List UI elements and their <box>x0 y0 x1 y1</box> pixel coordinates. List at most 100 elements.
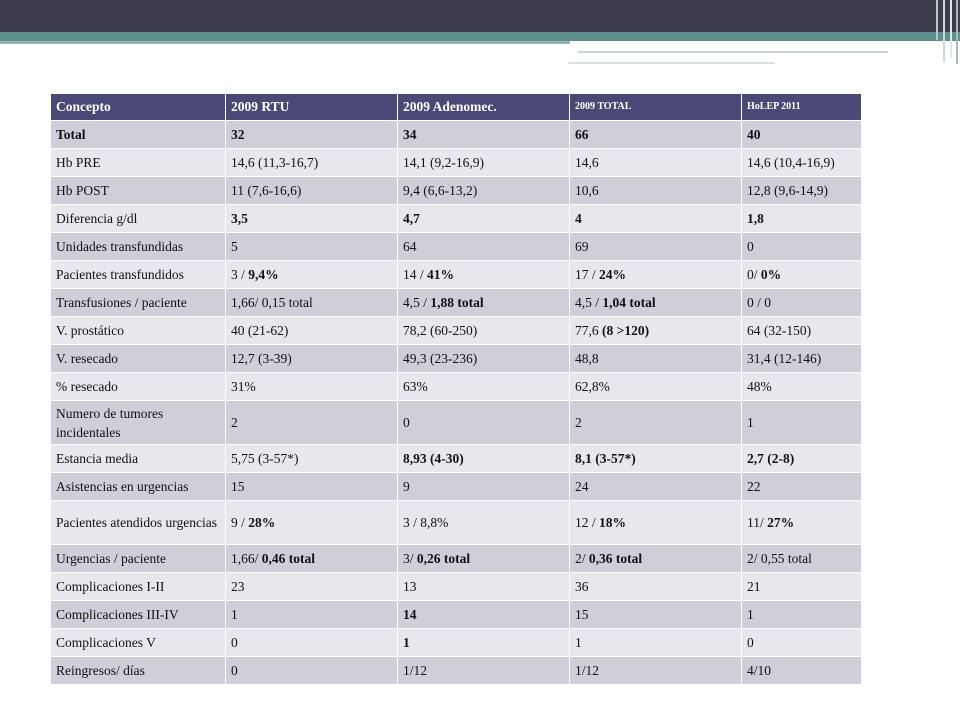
slide-top-bar <box>0 0 960 32</box>
slide-top-stripe-light <box>0 41 570 44</box>
cell-holep-2011: 22 <box>741 472 862 501</box>
results-table: Concepto 2009 RTU 2009 Adenomec. 2009 TO… <box>50 93 862 685</box>
cell-2009-adenomec: 1 <box>397 628 570 657</box>
table-row: Complicaciones I-II 23 13 36 21 <box>50 572 862 601</box>
table-row: Pacientes transfundidos 3 / 9,4% 14 / 41… <box>50 260 862 289</box>
cell-2009-adenomec: 4,5 / 1,88 total <box>397 288 570 317</box>
slide-top-stripe <box>0 32 960 41</box>
cell-part: 2/ <box>575 550 589 566</box>
cell-2009-total: 4,5 / 1,04 total <box>569 288 742 317</box>
cell-2009-adenomec: 0 <box>397 400 570 445</box>
cell-2009-rtu: 40 (21-62) <box>225 316 398 345</box>
cell-part: 1,66/ <box>231 550 262 566</box>
header-2009-total: 2009 TOTAL <box>569 93 742 121</box>
cell-holep-2011: 1 <box>741 400 862 445</box>
cell-holep-2011: 0 / 0 <box>741 288 862 317</box>
cell-2009-rtu: 9 / 28% <box>225 500 398 545</box>
cell-2009-rtu: 1 <box>225 600 398 629</box>
cell-2009-total: 2 <box>569 400 742 445</box>
table-row: Pacientes atendidos urgencias 9 / 28% 3 … <box>50 500 862 545</box>
table-row: Unidades transfundidas 5 64 69 0 <box>50 232 862 261</box>
row-label: Total <box>50 120 226 149</box>
cell-2009-adenomec: 8,93 (4-30) <box>397 444 570 473</box>
cell-2009-total: 1/12 <box>569 656 742 685</box>
cell-holep-2011: 11/ 27% <box>741 500 862 545</box>
cell-2009-total: 15 <box>569 600 742 629</box>
cell-holep-2011: 2,7 (2-8) <box>741 444 862 473</box>
row-label: Unidades transfundidas <box>50 232 226 261</box>
decor-line <box>578 51 888 53</box>
cell-part-bold: 0,26 total <box>416 550 471 566</box>
cell-part: 14 / <box>403 266 428 282</box>
table-row: Urgencias / paciente 1,66/ 0,46 total 3/… <box>50 544 862 573</box>
cell-2009-total: 10,6 <box>569 176 742 205</box>
cell-2009-rtu: 3,5 <box>225 204 398 233</box>
cell-part-bold: 0,36 total <box>588 550 643 566</box>
cell-2009-adenomec: 63% <box>397 372 570 401</box>
cell-holep-2011: 14,6 (10,4-16,9) <box>741 148 862 177</box>
decor-vertical-line <box>936 0 938 40</box>
cell-holep-2011: 0 <box>741 232 862 261</box>
cell-2009-adenomec: 3/ 0,26 total <box>397 544 570 573</box>
cell-2009-adenomec: 4,7 <box>397 204 570 233</box>
cell-2009-adenomec: 14 / 41% <box>397 260 570 289</box>
cell-2009-total: 36 <box>569 572 742 601</box>
cell-part-bold: 41% <box>427 266 455 282</box>
cell-2009-total: 48,8 <box>569 344 742 373</box>
row-label: Urgencias / paciente <box>50 544 226 573</box>
table-row: Estancia media 5,75 (3-57*) 8,93 (4-30) … <box>50 444 862 473</box>
cell-2009-adenomec: 49,3 (23-236) <box>397 344 570 373</box>
cell-2009-total: 1 <box>569 628 742 657</box>
cell-2009-adenomec: 9,4 (6,6-13,2) <box>397 176 570 205</box>
cell-2009-adenomec: 1/12 <box>397 656 570 685</box>
cell-part-bold: (8 >120) <box>602 322 650 338</box>
cell-part-bold: 28% <box>248 515 276 530</box>
cell-2009-adenomec: 64 <box>397 232 570 261</box>
cell-holep-2011: 1,8 <box>741 204 862 233</box>
cell-2009-rtu: 5 <box>225 232 398 261</box>
cell-2009-adenomec: 14,1 (9,2-16,9) <box>397 148 570 177</box>
cell-part-bold: 27% <box>767 515 795 530</box>
decor-line <box>568 62 774 64</box>
cell-2009-total: 14,6 <box>569 148 742 177</box>
header-2009-rtu: 2009 RTU <box>225 93 398 121</box>
cell-holep-2011: 48% <box>741 372 862 401</box>
cell-holep-2011: 40 <box>741 120 862 149</box>
row-label: Numero de tumores incidentales <box>50 400 226 445</box>
row-label: Estancia media <box>50 444 226 473</box>
cell-2009-rtu: 0 <box>225 656 398 685</box>
table-row: V. prostático 40 (21-62) 78,2 (60-250) 7… <box>50 316 862 345</box>
row-label: V. resecado <box>50 344 226 373</box>
cell-holep-2011: 21 <box>741 572 862 601</box>
cell-part-bold: 18% <box>599 515 627 530</box>
cell-part-bold: 0% <box>760 266 782 282</box>
header-holep-2011: HoLEP 2011 <box>741 93 862 121</box>
table-row: Numero de tumores incidentales 2 0 2 1 <box>50 400 862 445</box>
row-label: Complicaciones I-II <box>50 572 226 601</box>
table-row: Asistencias en urgencias 15 9 24 22 <box>50 472 862 501</box>
row-label: Pacientes atendidos urgencias <box>50 500 226 545</box>
row-label: Asistencias en urgencias <box>50 472 226 501</box>
cell-holep-2011: 0 <box>741 628 862 657</box>
cell-part: 4,5 / <box>575 294 603 310</box>
cell-2009-adenomec: 78,2 (60-250) <box>397 316 570 345</box>
table-row: Total 32 34 66 40 <box>50 120 862 149</box>
cell-holep-2011: 12,8 (9,6-14,9) <box>741 176 862 205</box>
cell-part-bold: 1,04 total <box>602 294 656 310</box>
cell-part-bold: 9,4% <box>248 266 279 282</box>
cell-2009-adenomec: 14 <box>397 600 570 629</box>
cell-2009-total: 8,1 (3-57*) <box>569 444 742 473</box>
cell-holep-2011: 1 <box>741 600 862 629</box>
cell-2009-total: 66 <box>569 120 742 149</box>
cell-2009-total: 69 <box>569 232 742 261</box>
decor-vertical-line <box>943 0 945 62</box>
cell-2009-rtu: 23 <box>225 572 398 601</box>
cell-part-bold: 1,88 total <box>430 294 484 310</box>
table-row: % resecado 31% 63% 62,8% 48% <box>50 372 862 401</box>
cell-part: 4,5 / <box>403 294 431 310</box>
header-concepto: Concepto <box>50 93 226 121</box>
cell-2009-rtu: 3 / 9,4% <box>225 260 398 289</box>
cell-2009-rtu: 11 (7,6-16,6) <box>225 176 398 205</box>
cell-part-bold: 24% <box>599 266 627 282</box>
row-label: Complicaciones V <box>50 628 226 657</box>
